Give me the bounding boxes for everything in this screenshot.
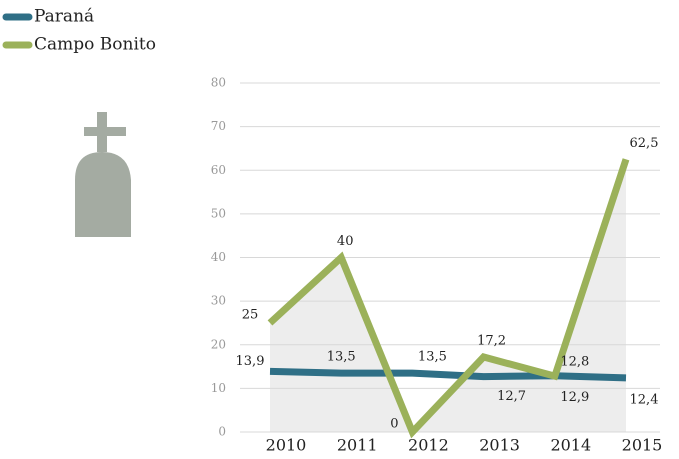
- x-tick-label: 2013: [479, 436, 520, 455]
- value-label: 13,9: [236, 354, 265, 369]
- value-label: 0: [390, 417, 398, 432]
- value-label: 12,4: [630, 392, 659, 407]
- y-tick-label: 20: [211, 337, 226, 351]
- line-series: [269, 367, 627, 382]
- area: [270, 159, 626, 432]
- y-tick-label: 60: [211, 163, 226, 177]
- y-tick-label: 40: [211, 250, 226, 264]
- value-label: 12,8: [560, 355, 589, 370]
- x-tick-label: 2011: [337, 436, 378, 455]
- legend-label: Paraná: [34, 7, 94, 27]
- x-tick-label: 2014: [550, 436, 591, 455]
- y-tick-label: 80: [211, 76, 226, 90]
- legend-label: Campo Bonito: [34, 35, 156, 55]
- y-tick-label: 30: [211, 294, 226, 308]
- line-series: [267, 158, 630, 439]
- value-label: 13,5: [327, 350, 356, 365]
- value-label: 62,5: [630, 136, 659, 151]
- x-tick-label: 2010: [266, 436, 307, 455]
- y-tick-label: 50: [211, 206, 226, 220]
- value-label: 12,7: [497, 389, 526, 404]
- y-tick-label: 10: [211, 381, 226, 395]
- value-label: 25: [242, 307, 259, 322]
- value-label: 13,5: [418, 350, 447, 365]
- value-label: 17,2: [477, 333, 506, 348]
- y-tick-label: 0: [218, 425, 226, 439]
- y-tick-label: 70: [211, 119, 226, 133]
- tombstone-icon: [75, 112, 131, 237]
- value-label: 12,9: [560, 390, 589, 405]
- x-tick-label: 2015: [622, 436, 663, 455]
- value-label: 40: [337, 234, 354, 249]
- x-tick-label: 2012: [408, 436, 449, 455]
